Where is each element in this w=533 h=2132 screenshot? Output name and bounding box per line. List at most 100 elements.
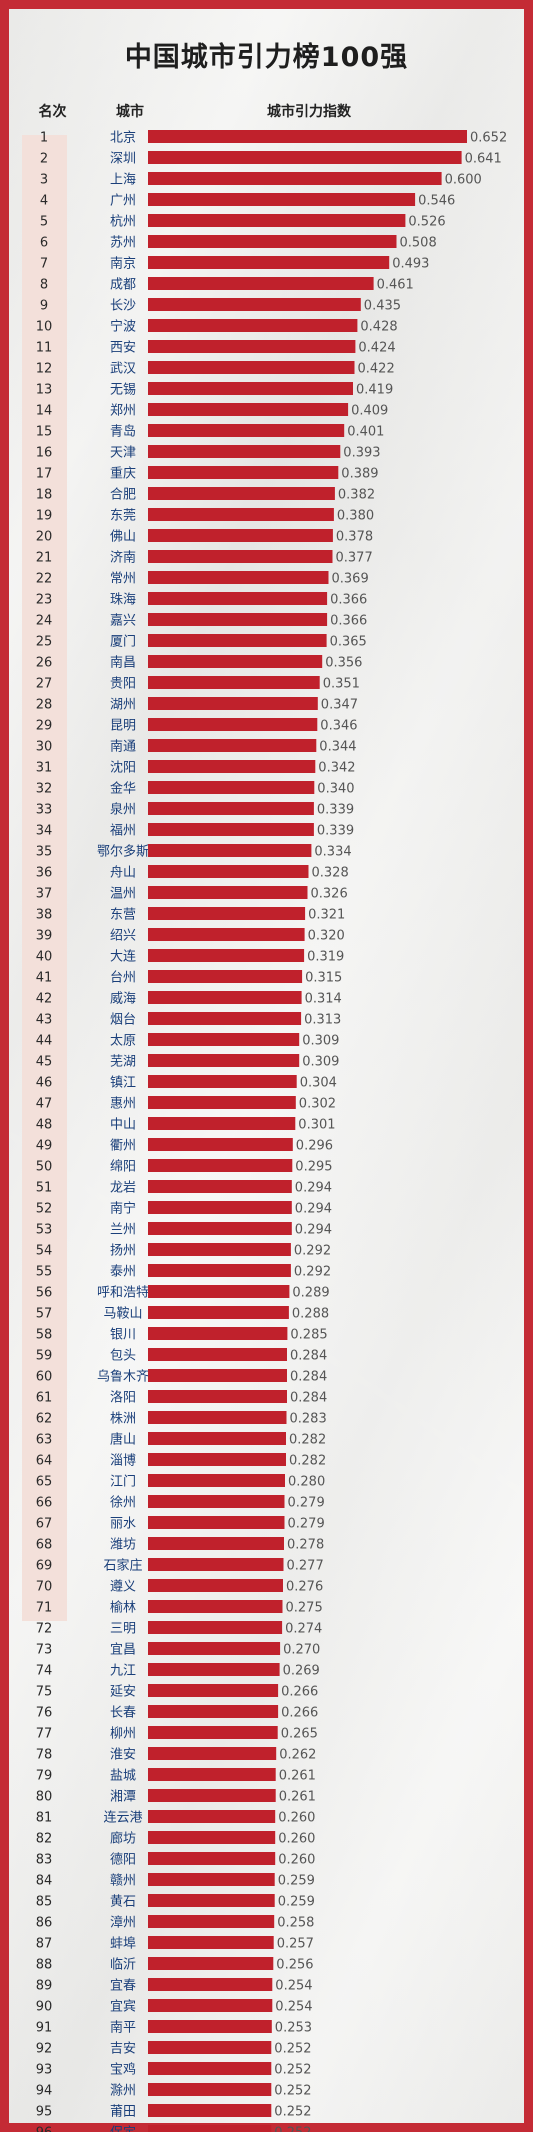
value-label: 0.493 [392, 257, 429, 272]
city-label: 中山 [110, 1118, 136, 1133]
rank-label: 41 [36, 971, 53, 986]
value-label: 0.261 [279, 1790, 316, 1805]
bar [148, 1075, 297, 1088]
city-label: 赣州 [110, 1874, 136, 1889]
value-label: 0.253 [275, 2021, 312, 2036]
header-index: 城市引力指数 [267, 104, 351, 120]
header-rank: 名次 [38, 104, 67, 120]
value-label: 0.319 [307, 950, 344, 965]
rank-label: 31 [36, 761, 53, 776]
value-label: 0.269 [283, 1664, 320, 1679]
value-label: 0.334 [314, 845, 351, 860]
rank-label: 60 [36, 1370, 53, 1385]
city-label: 重庆 [110, 466, 136, 482]
rank-label: 13 [36, 383, 53, 398]
bar [148, 1348, 287, 1361]
city-label: 南京 [110, 256, 136, 272]
bar [148, 1033, 300, 1046]
rank-label: 77 [36, 1727, 53, 1742]
value-label: 0.356 [325, 656, 362, 671]
city-label: 郑州 [110, 404, 136, 419]
rank-label: 61 [36, 1391, 53, 1406]
city-label: 长春 [110, 1706, 136, 1721]
bar [148, 802, 314, 815]
value-label: 0.546 [418, 194, 455, 209]
rank-label: 28 [36, 698, 53, 713]
bar [148, 403, 349, 416]
value-label: 0.339 [317, 824, 354, 839]
value-label: 0.284 [290, 1391, 327, 1406]
city-label: 成都 [110, 278, 136, 293]
value-label: 0.419 [356, 383, 393, 398]
value-label: 0.309 [302, 1034, 339, 1049]
rank-label: 89 [36, 1979, 53, 1994]
rank-label: 2 [40, 152, 48, 167]
city-label: 天津 [110, 446, 136, 461]
rank-label: 86 [36, 1916, 53, 1931]
bar [148, 361, 355, 374]
value-label: 0.435 [364, 299, 401, 314]
city-label: 龙岩 [110, 1181, 136, 1196]
bar [148, 1600, 283, 1613]
city-label: 兰州 [110, 1223, 136, 1238]
city-label: 济南 [110, 550, 136, 566]
value-label: 0.366 [330, 593, 367, 608]
bar [148, 781, 315, 794]
bar [148, 1264, 291, 1277]
rank-label: 82 [36, 1832, 53, 1847]
rank-label: 48 [36, 1118, 53, 1133]
bar [148, 739, 317, 752]
city-label: 上海 [110, 173, 136, 188]
value-label: 0.259 [278, 1874, 315, 1889]
value-label: 0.377 [336, 551, 373, 566]
city-label: 湖州 [110, 698, 136, 713]
value-label: 0.344 [319, 740, 356, 755]
value-label: 0.526 [408, 215, 445, 230]
value-label: 0.279 [288, 1517, 325, 1532]
bar [148, 760, 316, 773]
value-label: 0.328 [312, 866, 349, 881]
rank-label: 75 [36, 1685, 53, 1700]
rank-label: 34 [36, 824, 53, 839]
rank-label: 27 [36, 677, 53, 692]
city-label: 唐山 [110, 1432, 136, 1448]
value-label: 0.277 [287, 1559, 324, 1574]
rank-label: 96 [36, 2126, 53, 2132]
rank-label: 72 [36, 1622, 53, 1637]
rank-label: 91 [36, 2021, 53, 2036]
rank-label: 74 [36, 1664, 53, 1679]
city-label: 吉安 [110, 2042, 136, 2057]
value-label: 0.326 [311, 887, 348, 902]
value-label: 0.314 [305, 992, 342, 1007]
bar [148, 718, 318, 731]
rank-label: 55 [36, 1265, 53, 1280]
value-label: 0.294 [295, 1202, 332, 1217]
bar [148, 823, 314, 836]
city-label: 惠州 [110, 1097, 136, 1112]
value-label: 0.278 [287, 1538, 324, 1553]
rank-label: 11 [36, 341, 53, 356]
city-label: 常州 [110, 572, 136, 587]
value-label: 0.284 [290, 1370, 327, 1385]
value-label: 0.340 [317, 782, 354, 797]
value-label: 0.301 [298, 1118, 335, 1133]
bar [148, 1411, 287, 1424]
value-label: 0.461 [377, 278, 414, 293]
bar [148, 928, 305, 941]
rank-label: 18 [36, 488, 53, 503]
city-label: 温州 [110, 887, 136, 902]
city-label: 潍坊 [110, 1538, 136, 1553]
value-label: 0.315 [305, 971, 342, 986]
city-label: 厦门 [110, 635, 136, 650]
city-label: 武汉 [110, 362, 136, 377]
bar [148, 382, 353, 395]
rank-label: 93 [36, 2063, 53, 2078]
value-label: 0.275 [286, 1601, 323, 1616]
rank-label: 40 [36, 950, 53, 965]
city-label: 珠海 [110, 593, 136, 608]
bar [148, 1453, 286, 1466]
bar [148, 1957, 274, 1970]
bar [148, 697, 318, 710]
city-label: 盐城 [110, 1769, 136, 1784]
value-label: 0.285 [290, 1328, 327, 1343]
